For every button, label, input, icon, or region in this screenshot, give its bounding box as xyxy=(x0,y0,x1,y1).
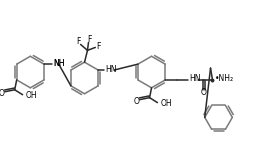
Text: O: O xyxy=(134,97,140,106)
Text: OH: OH xyxy=(26,91,37,100)
Text: OH: OH xyxy=(161,99,172,108)
Text: F: F xyxy=(77,37,81,46)
Text: HN: HN xyxy=(105,65,116,74)
Text: NH: NH xyxy=(53,59,64,68)
Text: F: F xyxy=(87,35,92,44)
Text: O: O xyxy=(0,89,5,98)
Text: O: O xyxy=(201,88,207,97)
Text: F: F xyxy=(96,42,101,51)
Text: NH: NH xyxy=(53,59,64,68)
Text: •NH₂: •NH₂ xyxy=(215,74,233,83)
Text: HN: HN xyxy=(189,74,200,83)
